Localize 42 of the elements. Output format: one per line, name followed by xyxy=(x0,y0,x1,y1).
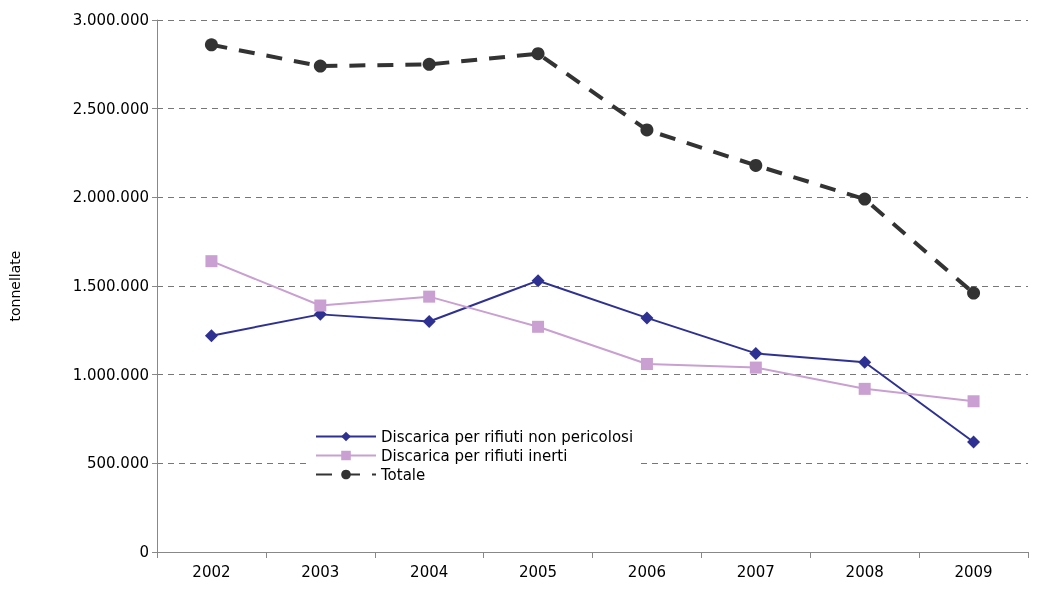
y-tick-label: 1.500.000 xyxy=(72,277,149,295)
legend-label: Discarica per rifiuti non pericolosi xyxy=(381,427,634,446)
x-tick-label: 2002 xyxy=(192,562,231,581)
point xyxy=(967,395,980,408)
x-tick-label: 2005 xyxy=(518,562,558,581)
x-tick-label: 2006 xyxy=(627,562,667,581)
x-tick-label: 2004 xyxy=(410,562,449,581)
point xyxy=(749,158,763,172)
point xyxy=(858,382,871,395)
x-tick-label: 2008 xyxy=(845,562,884,581)
point xyxy=(422,314,436,328)
point xyxy=(205,255,218,268)
x-tick-label: 2007 xyxy=(736,562,775,581)
point xyxy=(204,329,218,343)
point xyxy=(422,57,436,71)
y-tick-label: 1.000.000 xyxy=(72,365,149,384)
point xyxy=(858,192,872,206)
point xyxy=(204,38,218,52)
legend-label: Totale xyxy=(380,465,426,484)
y-tick-label: 2.500.000 xyxy=(72,99,149,118)
y-tick-label: 0 xyxy=(139,543,149,561)
y-tick-label: 3.000.000 xyxy=(72,11,149,29)
point xyxy=(749,361,762,374)
y-axis-title: tonnellate xyxy=(7,250,23,322)
point xyxy=(531,274,545,288)
point xyxy=(532,320,545,333)
x-tick-label: 2009 xyxy=(954,562,993,581)
point xyxy=(640,311,654,325)
y-tick-label: 2.000.000 xyxy=(72,188,149,207)
point xyxy=(749,346,763,360)
point xyxy=(858,355,872,369)
point xyxy=(640,123,654,137)
x-tick-label: 2003 xyxy=(301,562,340,581)
point xyxy=(967,286,981,300)
point xyxy=(531,47,545,61)
y-tick-label: 500.000 xyxy=(86,454,149,473)
point xyxy=(313,59,327,73)
legend-label: Discarica per rifiuti inerti xyxy=(381,446,568,465)
point xyxy=(967,435,981,449)
point xyxy=(640,358,653,371)
point xyxy=(314,299,327,312)
point xyxy=(423,290,436,303)
